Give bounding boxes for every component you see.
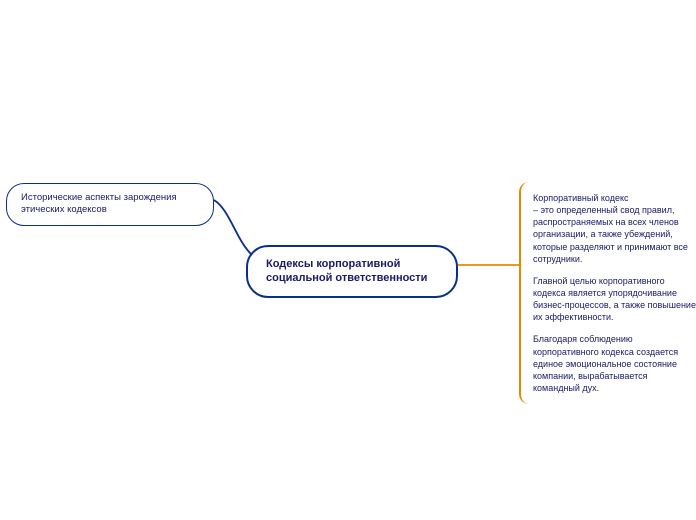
center-node[interactable]: Кодексы корпоративнойсоциальной ответств… xyxy=(246,245,458,298)
right-paragraph-1: Корпоративный кодекс‒ это определенный с… xyxy=(533,192,696,265)
right-paragraph-2: Главной целью корпоративного кодекса явл… xyxy=(533,275,696,324)
left-branch-node[interactable]: Исторические аспекты зарождения этически… xyxy=(6,183,214,226)
left-branch-label: Исторические аспекты зарождения этически… xyxy=(21,192,177,215)
center-node-label: Кодексы корпоративнойсоциальной ответств… xyxy=(266,258,427,284)
connector-left xyxy=(214,200,252,255)
right-branch-node[interactable]: Корпоративный кодекс‒ это определенный с… xyxy=(519,182,696,404)
right-paragraph-3: Благодаря соблюдению корпоративного коде… xyxy=(533,333,696,394)
